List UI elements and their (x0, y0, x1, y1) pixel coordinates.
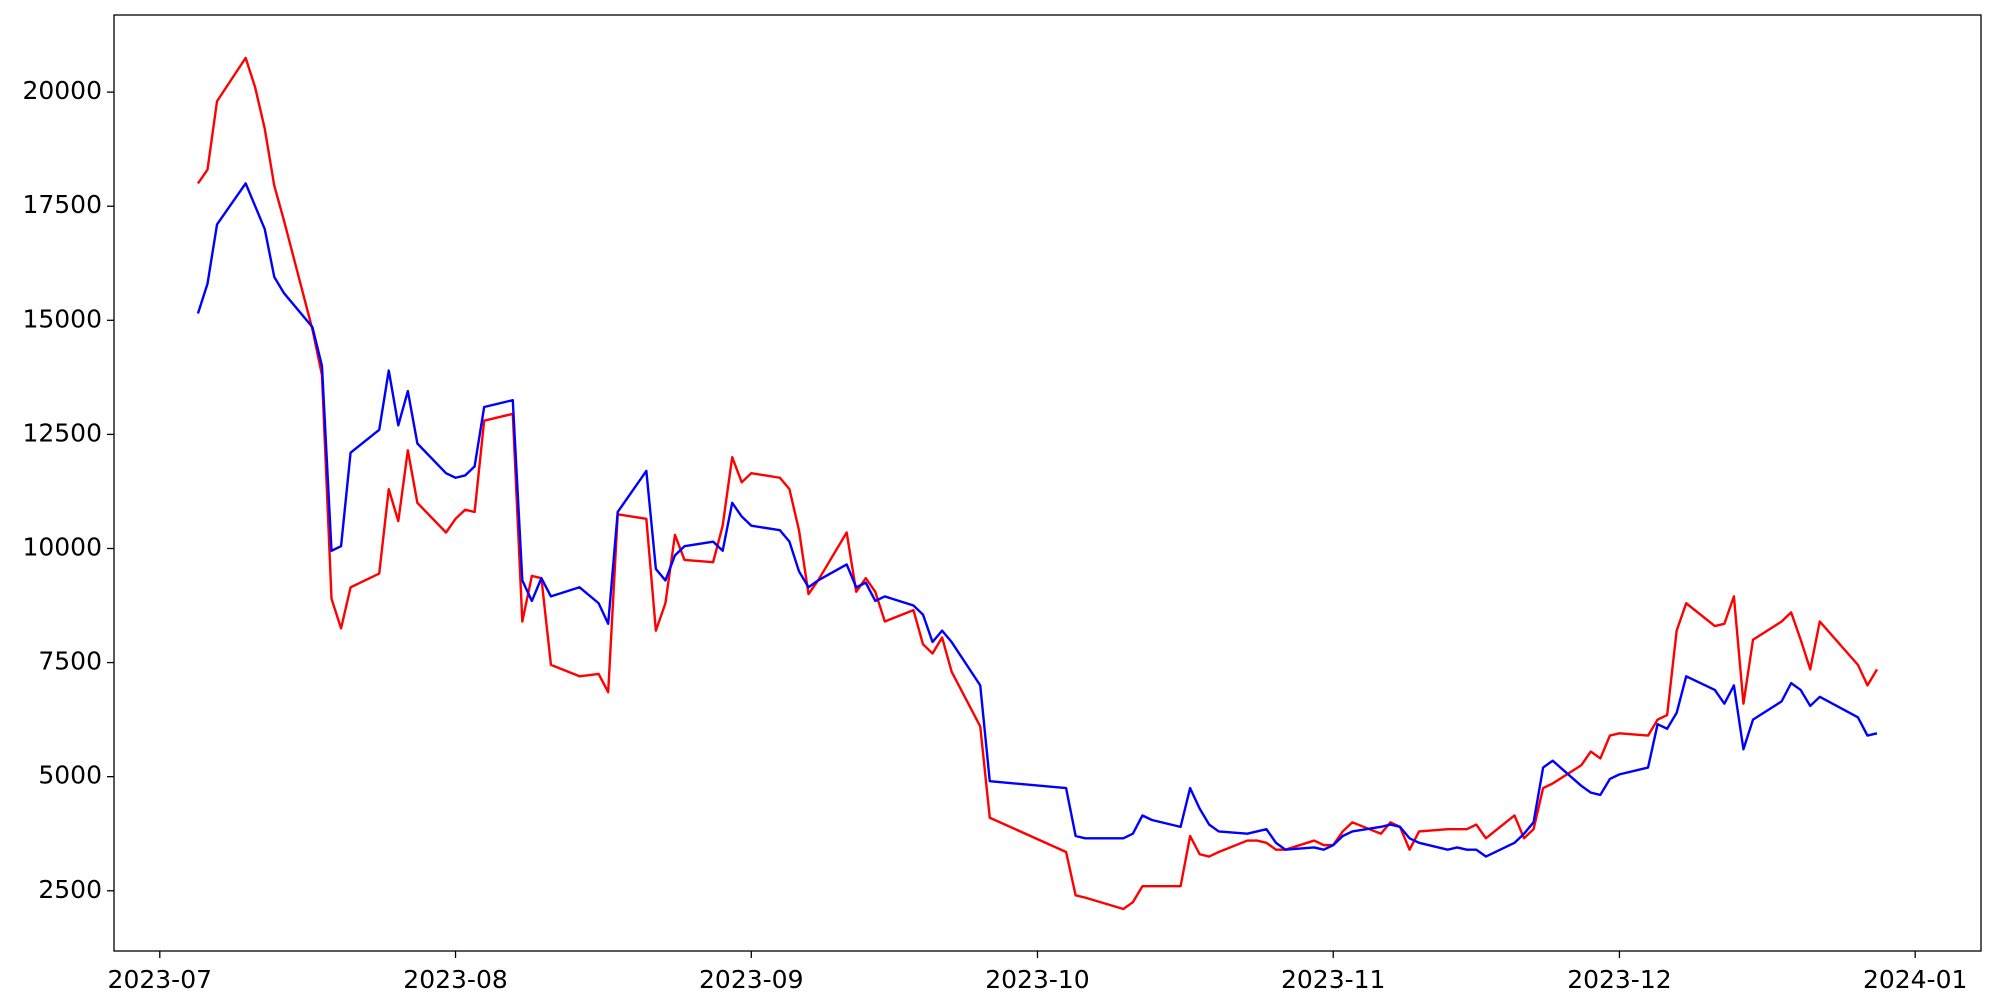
line-series (196, 56, 1879, 911)
y-tick-label: 10000 (22, 532, 102, 561)
x-tick-label: 2023-09 (699, 965, 803, 994)
y-tick-label: 17500 (22, 190, 102, 219)
y-tick-label: 7500 (38, 647, 102, 676)
x-tick-label: 2023-08 (403, 965, 507, 994)
y-tick-label: 2500 (38, 875, 102, 904)
y-tick-label: 20000 (22, 76, 102, 105)
plot-frame (113, 14, 1982, 952)
x-tick-label: 2024-01 (1863, 965, 1967, 994)
y-tick-label: 15000 (22, 304, 102, 333)
x-tick-label: 2023-10 (985, 965, 1089, 994)
x-tick-label: 2023-11 (1281, 965, 1385, 994)
y-tick-label: 12500 (22, 418, 102, 447)
line-series (196, 182, 1878, 858)
x-tick-label: 2023-07 (108, 965, 212, 994)
x-tick-label: 2023-12 (1567, 965, 1671, 994)
y-tick-label: 5000 (38, 761, 102, 790)
